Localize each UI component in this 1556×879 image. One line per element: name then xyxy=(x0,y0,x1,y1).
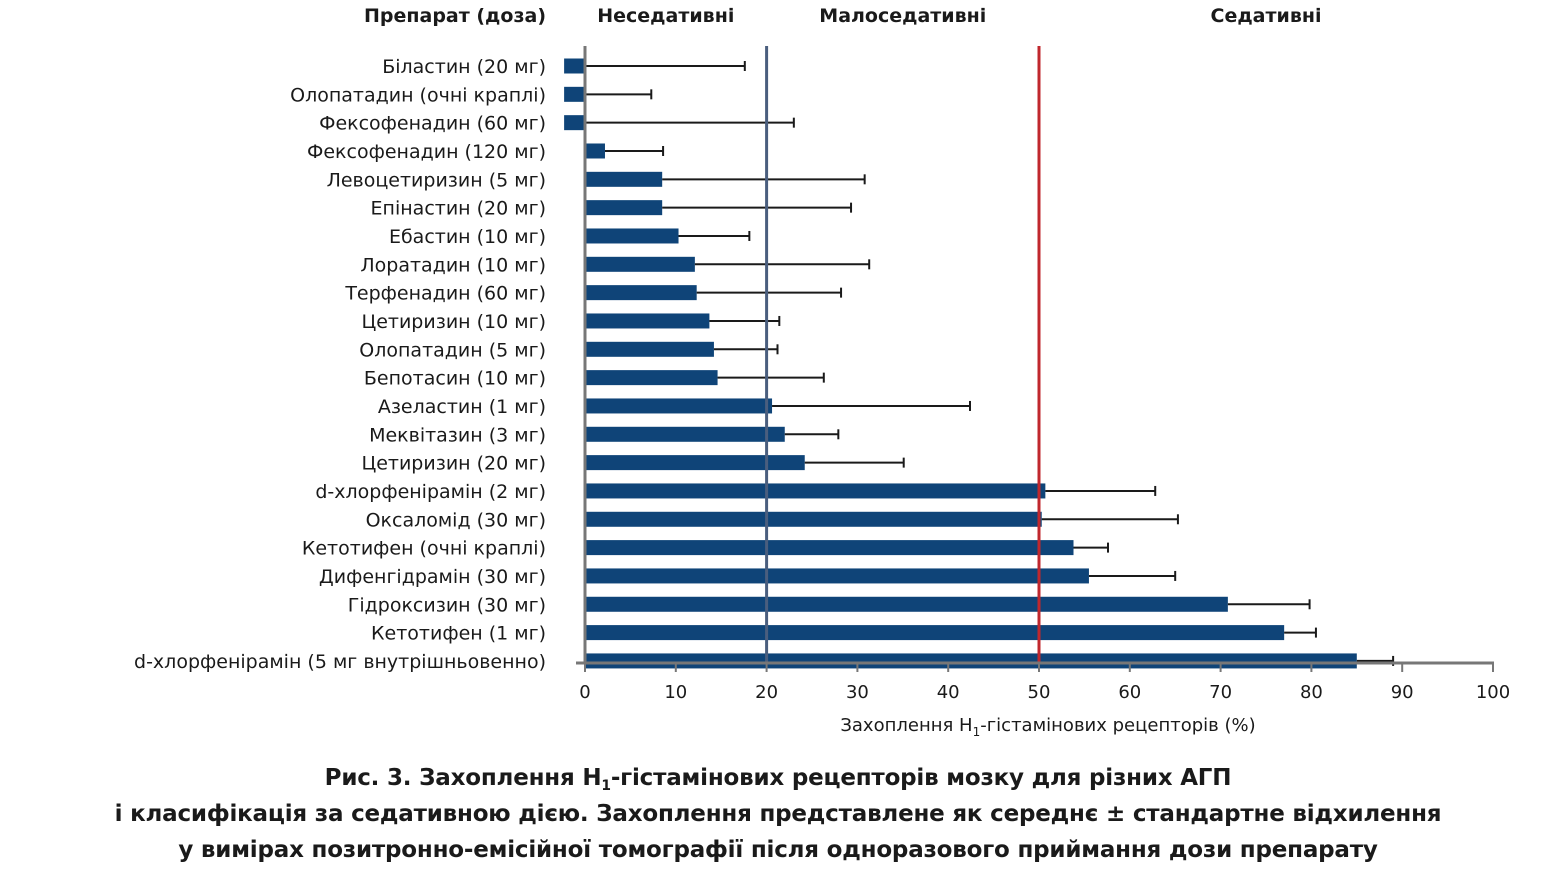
zone-label: Седативні xyxy=(1211,5,1322,27)
figure-caption: Рис. 3. Захоплення H1-гістамінових рецеп… xyxy=(0,760,1556,868)
x-tick-label: 10 xyxy=(664,682,687,703)
x-tick-label: 40 xyxy=(937,682,960,703)
category-label: Гідроксизин (30 мг) xyxy=(348,594,546,616)
x-axis-title: Захоплення H1-гістамінових рецепторів (%… xyxy=(840,715,1255,739)
x-tick-label: 90 xyxy=(1391,682,1414,703)
bar xyxy=(585,256,695,272)
zone-label: Малоседативні xyxy=(819,5,986,27)
error-bars xyxy=(585,61,1395,666)
bar xyxy=(585,455,805,471)
bar xyxy=(585,568,1089,584)
bar xyxy=(585,171,663,187)
bar xyxy=(564,58,585,74)
bar xyxy=(585,625,1285,641)
category-label: Епінастин (20 мг) xyxy=(371,198,546,220)
category-label: Азеластин (1 мг) xyxy=(378,396,546,418)
category-label: Цетиризин (10 мг) xyxy=(361,311,546,333)
bar xyxy=(585,341,714,357)
category-label: Левоцетиризин (5 мг) xyxy=(327,169,546,191)
x-tick-label: 50 xyxy=(1028,682,1051,703)
category-label: Бепотасин (10 мг) xyxy=(364,368,546,390)
x-tick-label: 100 xyxy=(1476,682,1510,703)
category-label: Фексофенадин (120 мг) xyxy=(307,141,546,163)
category-label: Меквітазин (3 мг) xyxy=(369,424,546,446)
bar xyxy=(564,115,585,131)
category-label: Лоратадин (10 мг) xyxy=(360,254,546,276)
bar xyxy=(585,228,679,244)
category-label: Кетотифен (1 мг) xyxy=(371,623,546,645)
caption-line-2: і класифікація за седативною дією. Захоп… xyxy=(114,801,1442,827)
category-label: Дифенгідрамін (30 мг) xyxy=(319,566,546,588)
category-label: Терфенадин (60 мг) xyxy=(344,283,546,305)
x-tick-label: 60 xyxy=(1118,682,1141,703)
zone-labels: Неседативні Малоседативні Седативні xyxy=(597,5,1321,27)
bar xyxy=(585,540,1074,556)
axes xyxy=(576,46,1494,672)
zone-label: Неседативні xyxy=(597,5,734,27)
category-label: Кетотифен (очні краплі) xyxy=(302,538,546,560)
bar xyxy=(585,653,1357,669)
column-header: Препарат (доза) xyxy=(364,5,546,27)
x-tick-label: 30 xyxy=(846,682,869,703)
x-tick-label: 20 xyxy=(755,682,778,703)
threshold-lines xyxy=(765,46,1041,663)
category-label: Оксаломід (30 мг) xyxy=(366,509,546,531)
bar xyxy=(585,483,1046,499)
x-tick-labels: 0 10 20 30 40 50 60 70 80 90 100 xyxy=(579,682,1510,703)
bar xyxy=(585,426,785,442)
x-tick-label: 0 xyxy=(579,682,590,703)
caption-line-3: у вимірах позитронно-емісійної томографі… xyxy=(178,837,1378,863)
x-tick-label: 80 xyxy=(1300,682,1323,703)
chart: Препарат (доза) Неседативні Малоседативні… xyxy=(134,5,1510,739)
category-label: Олопатадин (5 мг) xyxy=(359,339,546,361)
bars xyxy=(564,58,1357,669)
category-label: d-хлорфенірамін (5 мг внутрішньовенно) xyxy=(134,651,546,673)
bar xyxy=(585,370,718,386)
category-label: Ебастин (10 мг) xyxy=(389,226,546,248)
bar xyxy=(585,398,773,414)
x-tick-label: 70 xyxy=(1209,682,1232,703)
bar xyxy=(585,596,1228,612)
bar xyxy=(585,285,697,301)
category-label: Цетиризин (20 мг) xyxy=(361,453,546,475)
bar xyxy=(564,86,585,102)
bar xyxy=(585,313,710,329)
category-label: Біластин (20 мг) xyxy=(382,56,546,78)
bar xyxy=(585,511,1042,527)
category-label: Фексофенадин (60 мг) xyxy=(319,113,546,135)
category-label: d-хлорфенірамін (2 мг) xyxy=(315,481,546,503)
category-labels: Біластин (20 мг) Олопатадин (очні краплі)… xyxy=(134,56,546,673)
caption-line-1: Рис. 3. Захоплення H1-гістамінових рецеп… xyxy=(324,765,1232,794)
category-label: Олопатадин (очні краплі) xyxy=(290,84,546,106)
bar xyxy=(585,200,663,216)
bar xyxy=(585,143,605,159)
